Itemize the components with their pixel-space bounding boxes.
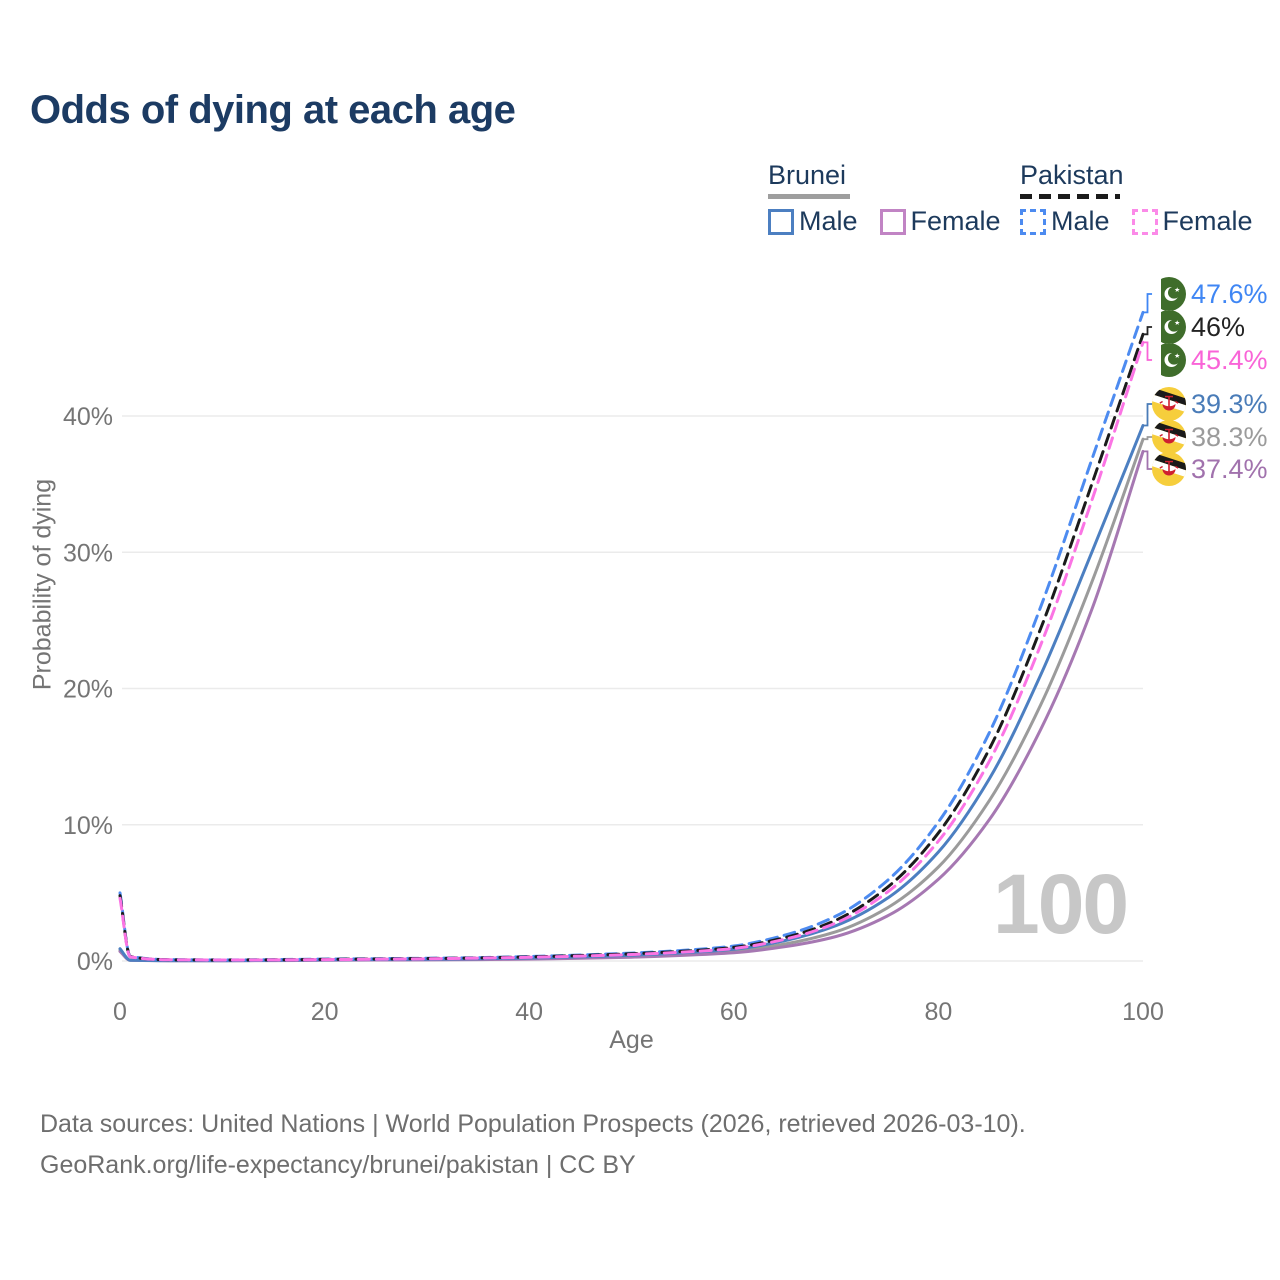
x-axis-title: Age [609,1026,654,1054]
age-counter-watermark: 100 [993,857,1129,951]
legend-row-pakistan: Male Female [1020,206,1253,237]
series-line-brunei_female[interactable] [118,449,1145,963]
series-line-pakistan_both[interactable] [118,332,1145,962]
legend-underline-pakistan [1020,194,1120,199]
series-line-pakistan_female[interactable] [118,340,1145,962]
legend-item-pakistan-female[interactable]: Female [1131,206,1253,237]
legend-row-brunei: Male Female [768,206,1001,237]
end-label-connector-pakistan_both [1143,326,1153,336]
footer-line-2: GeoRank.org/life-expectancy/brunei/pakis… [40,1151,636,1179]
series-line-brunei_male[interactable] [118,424,1145,963]
legend-swatch-brunei-female [879,208,906,235]
end-label-connector-pakistan_female [1143,341,1153,361]
y-tick-label-40: 40% [63,403,113,431]
x-tick-label-0: 0 [113,998,127,1026]
legend-swatch-pakistan-female [1131,208,1158,235]
legend-group-pakistan: Pakistan Male Female [1020,160,1253,237]
x-tick-label-60: 60 [720,998,748,1026]
page-title: Odds of dying at each age [30,88,516,132]
footer: Data sources: United Nations | World Pop… [40,1104,1026,1186]
footer-line-1: Data sources: United Nations | World Pop… [40,1110,1026,1138]
y-tick-label-0: 0% [77,948,113,976]
end-label-connector-brunei_both [1143,436,1153,441]
legend-group-brunei: Brunei Male Female [768,160,1001,237]
x-tick-label-80: 80 [924,998,952,1026]
legend-label-brunei-female: Female [910,206,1001,236]
legend-underline-brunei [768,194,850,199]
legend-label-pakistan-male: Male [1051,206,1110,236]
series-line-pakistan_male[interactable] [118,310,1145,962]
legend-country-brunei: Brunei [768,160,847,190]
legend-label-pakistan-female: Female [1162,206,1253,236]
legend-label-brunei-male: Male [799,206,858,236]
legend-swatch-pakistan-male [1020,208,1046,235]
x-tick-label-40: 40 [515,998,543,1026]
x-tick-label-20: 20 [311,998,339,1026]
legend-item-brunei-male[interactable]: Male [768,206,858,237]
legend-item-brunei-female[interactable]: Female [879,206,1001,237]
legend-item-pakistan-male[interactable]: Male [1020,206,1110,237]
legend-swatch-brunei-male [768,208,794,235]
y-tick-label-10: 10% [63,812,113,840]
end-label-connector-brunei_female [1143,450,1153,470]
legend-country-pakistan: Pakistan [1020,160,1124,190]
x-tick-label-100: 100 [1122,998,1164,1026]
end-label-connector-pakistan_male [1143,293,1153,314]
end-label-connector-brunei_male [1143,403,1153,427]
y-axis-title: Probability of dying [28,478,57,691]
y-tick-label-30: 30% [63,539,113,567]
series-line-brunei_both[interactable] [118,437,1145,963]
y-tick-label-20: 20% [63,676,113,704]
